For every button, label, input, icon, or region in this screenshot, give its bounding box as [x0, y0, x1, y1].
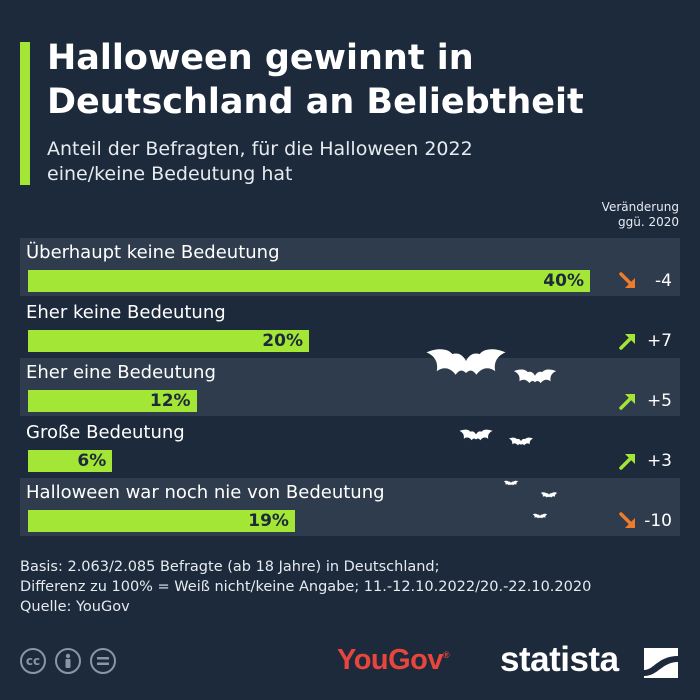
category-label: Halloween war noch nie von Bedeutung	[26, 482, 385, 503]
trend-arrow-icon	[619, 454, 635, 470]
bar-value-label: 12%	[149, 391, 191, 411]
chart-title: Halloween gewinnt in Deutschland an Beli…	[47, 36, 687, 124]
bar-track: 12%	[28, 390, 590, 412]
bar: 19%	[28, 510, 295, 532]
change-value: -4	[655, 271, 672, 291]
footer-notes: Basis: 2.063/2.085 Befragte (ab 18 Jahre…	[20, 557, 591, 617]
chart-subtitle: Anteil der Befragten, für die Halloween …	[47, 137, 647, 187]
change-value: +3	[646, 451, 672, 471]
bar-value-label: 40%	[543, 271, 584, 291]
yougov-logo-text: YouGov	[337, 644, 444, 676]
chart-title-line2: Deutschland an Beliebtheit	[47, 82, 584, 122]
bar-track: 20%	[28, 330, 590, 352]
bar: 20%	[28, 330, 309, 352]
change-column-header: Veränderung ggü. 2020	[602, 200, 679, 230]
bar-value-label: 19%	[248, 511, 289, 531]
trend-arrow-icon	[619, 334, 635, 350]
bar: 12%	[28, 390, 197, 412]
change-header-line1: Veränderung	[601, 200, 679, 214]
bat-icon	[532, 513, 548, 519]
bar-track: 19%	[28, 510, 590, 532]
chart-row: Eher eine Bedeutung 12% +5	[20, 358, 680, 416]
category-label: Eher eine Bedeutung	[26, 362, 216, 383]
trend-arrow-icon	[619, 512, 635, 528]
chart-row: Große Bedeutung 6% +3	[20, 418, 680, 476]
equals-icon[interactable]	[90, 648, 116, 674]
bat-icon	[459, 429, 493, 441]
yougov-logo[interactable]: YouGov®	[337, 644, 450, 677]
bar: 6%	[28, 450, 113, 472]
bar: 40%	[28, 270, 590, 292]
category-label: Große Bedeutung	[26, 422, 185, 443]
category-label: Eher keine Bedeutung	[26, 302, 226, 323]
change-value: -10	[644, 511, 672, 531]
cc-icon[interactable]: cc	[20, 648, 46, 674]
chart-title-line1: Halloween gewinnt in	[47, 38, 474, 78]
chart-row: Eher keine Bedeutung 20% +7	[20, 298, 680, 356]
change-header-line2: ggü. 2020	[617, 215, 679, 229]
change-value: +5	[646, 391, 672, 411]
category-label: Überhaupt keine Bedeutung	[26, 242, 280, 263]
arrow-up-icon	[619, 454, 635, 470]
bat-icon	[503, 480, 519, 486]
chart-subtitle-line2: eine/keine Bedeutung hat	[47, 163, 293, 185]
trend-arrow-icon	[619, 394, 635, 410]
source-note: Quelle: YouGov	[20, 599, 130, 615]
bat-icon	[509, 437, 533, 446]
chart-subtitle-line1: Anteil der Befragten, für die Halloween …	[47, 138, 473, 160]
chart-row: Überhaupt keine Bedeutung 40% -4	[20, 238, 680, 296]
arrow-down-icon	[619, 272, 635, 288]
bat-icon	[426, 349, 506, 375]
cc-label: cc	[25, 654, 41, 668]
bar-value-label: 6%	[77, 451, 107, 471]
yougov-registered-mark: ®	[443, 650, 450, 660]
statista-logo[interactable]: statista	[500, 640, 619, 679]
arrow-up-icon	[619, 394, 635, 410]
bar-track: 6%	[28, 450, 590, 472]
basis-note: Basis: 2.063/2.085 Befragte (ab 18 Jahre…	[20, 559, 440, 575]
arrow-up-icon	[619, 334, 635, 350]
arrow-down-icon	[619, 512, 635, 528]
difference-note: Differenz zu 100% = Weiß nicht/keine Ang…	[20, 579, 592, 595]
bat-icon	[540, 492, 558, 498]
title-accent-bar	[20, 42, 30, 185]
bar-value-label: 20%	[262, 331, 303, 351]
trend-arrow-icon	[619, 272, 635, 288]
bar-track: 40%	[28, 270, 590, 292]
statista-logo-icon[interactable]	[644, 648, 678, 678]
license-icons: cc	[20, 648, 116, 674]
change-value: +7	[646, 331, 672, 351]
person-icon[interactable]	[55, 648, 81, 674]
chart-row: Halloween war noch nie von Bedeutung 19%…	[20, 478, 680, 536]
bat-icon	[513, 369, 557, 384]
